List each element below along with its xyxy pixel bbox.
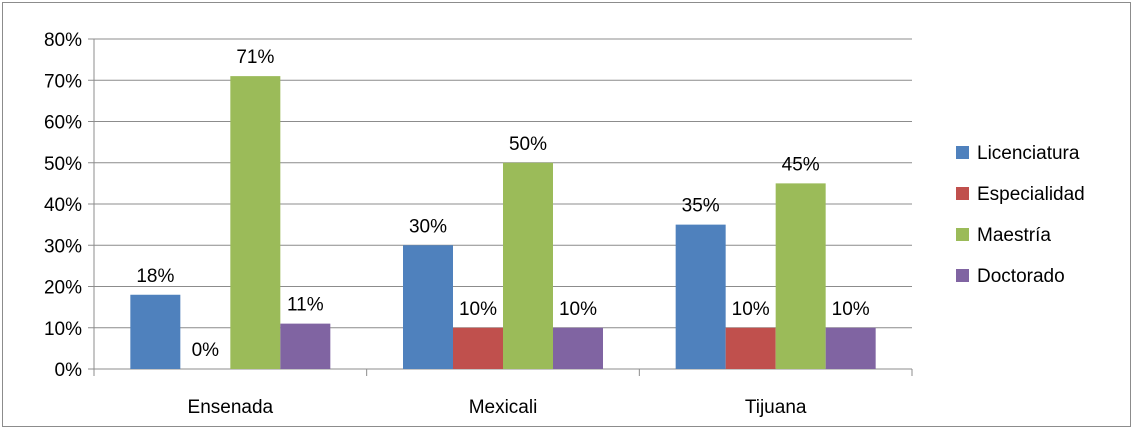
bar — [675, 224, 726, 369]
y-tick-label: 40% — [44, 195, 82, 216]
bar — [503, 162, 553, 369]
y-tick-label: 80% — [44, 30, 82, 51]
legend-label: Especialidad — [977, 184, 1085, 205]
y-tick-label: 0% — [55, 360, 83, 381]
legend-label: Licenciatura — [977, 143, 1080, 164]
data-label: 11% — [287, 295, 324, 316]
data-label: 10% — [559, 299, 597, 320]
legend-swatch — [956, 228, 969, 241]
bar — [453, 327, 503, 369]
data-label: 10% — [732, 299, 770, 320]
y-tick-label: 60% — [44, 113, 82, 134]
bar — [403, 245, 453, 369]
y-tick-label: 70% — [44, 71, 82, 92]
bar — [280, 323, 331, 369]
x-category-label: Mexicali — [469, 397, 538, 418]
y-tick-label: 30% — [44, 236, 82, 257]
x-category-label: Tijuana — [745, 397, 807, 418]
data-label: 0% — [192, 340, 220, 361]
data-label: 45% — [782, 154, 820, 175]
y-tick-label: 50% — [44, 154, 82, 175]
bar — [230, 76, 281, 369]
legend-swatch — [956, 269, 969, 282]
data-label: 30% — [409, 216, 447, 237]
legend-label: Maestría — [977, 225, 1051, 246]
y-tick-label: 20% — [44, 278, 82, 299]
bar — [775, 183, 826, 369]
bar — [553, 327, 603, 369]
data-label: 18% — [136, 266, 174, 287]
legend-swatch — [956, 146, 969, 159]
y-tick-label: 10% — [44, 319, 82, 340]
data-label: 50% — [509, 134, 547, 155]
data-label: 35% — [682, 196, 720, 217]
data-label: 71% — [236, 47, 274, 68]
data-label: 10% — [832, 299, 870, 320]
legend-label: Doctorado — [977, 266, 1065, 287]
bar — [825, 327, 876, 369]
x-category-label: Ensenada — [188, 397, 274, 418]
legend-swatch — [956, 187, 969, 200]
data-label: 10% — [459, 299, 497, 320]
bar — [130, 294, 181, 369]
bar — [725, 327, 776, 369]
